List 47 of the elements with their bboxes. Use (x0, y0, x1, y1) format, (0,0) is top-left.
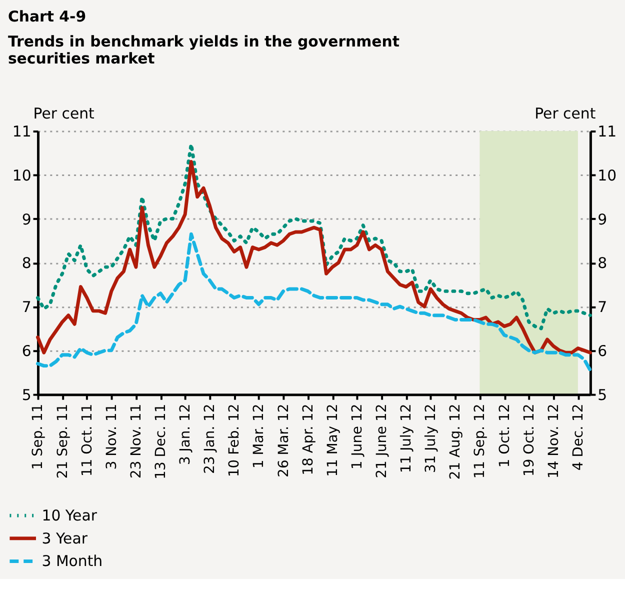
x-tick-label: 1 June 12 (349, 404, 366, 470)
y-tick-label: 9 (22, 210, 32, 228)
x-tick-label: 23 Jan. 12 (202, 404, 218, 474)
x-tick-label: 11 Sep. 12 (472, 404, 488, 479)
chart-title: Chart 4-9 (8, 8, 86, 26)
x-tick-label: 1 Oct. 12 (496, 404, 513, 468)
x-tick-label: 26 Mar. 12 (276, 404, 292, 478)
y-tick-label: 8 (22, 254, 32, 272)
y2-tick-label: 8 (598, 254, 608, 272)
x-tick-label: 11 Oct. 11 (79, 404, 96, 476)
y2-tick-label: 7 (598, 298, 608, 316)
y-tick-label: 11 (12, 122, 32, 140)
x-tick-label: 3 Nov. 11 (104, 404, 120, 470)
x-tick-label: 21 Aug. 12 (448, 404, 464, 480)
x-tick-label: 21 June 12 (374, 404, 390, 478)
chart-subtitle: Trends in benchmark yields in the government securities market (8, 32, 400, 68)
y-axis-title: Per cent (33, 104, 95, 123)
x-tick-label: 11 July 12 (398, 404, 415, 474)
x-tick-label: 4 Dec. 12 (570, 404, 586, 470)
line-series (36, 142, 592, 330)
y-tick-label: 5 (22, 386, 32, 404)
legend-label: 3 Month (42, 552, 103, 570)
y2-tick-label: 6 (598, 342, 608, 360)
x-tick-label: 31 July 12 (423, 404, 440, 474)
y2-tick-label: 10 (598, 166, 617, 184)
x-tick-label: 23 Nov. 11 (128, 404, 144, 478)
x-tick-label: 13 Dec. 11 (153, 404, 169, 480)
x-tick-label: 19 Oct. 12 (521, 404, 538, 476)
line-series (36, 160, 592, 354)
y-tick-label: 7 (22, 298, 32, 316)
x-tick-label: 11 May 12 (324, 404, 341, 477)
legend-label: 3 Year (42, 529, 88, 548)
x-tick-label: 10 Feb. 12 (226, 404, 243, 478)
legend-label: 10 Year (42, 506, 98, 525)
x-tick-label: 1 Sep. 11 (30, 404, 46, 470)
y-tick-label: 10 (12, 166, 32, 184)
y2-tick-label: 11 (598, 122, 617, 140)
x-tick-label: 21 Sep. 11 (54, 404, 71, 479)
y2-tick-label: 9 (598, 210, 608, 228)
y-tick-label: 6 (22, 342, 32, 360)
y2-tick-label: 5 (598, 386, 608, 404)
x-tick-label: 18 Apr. 12 (300, 404, 316, 476)
x-tick-label: 14 Nov. 12 (546, 404, 562, 478)
y2-axis-title: Per cent (534, 104, 596, 123)
line-series (36, 232, 592, 372)
x-tick-label: 3 Jan. 12 (178, 404, 194, 466)
x-tick-label: 1 Mar. 12 (251, 404, 268, 469)
